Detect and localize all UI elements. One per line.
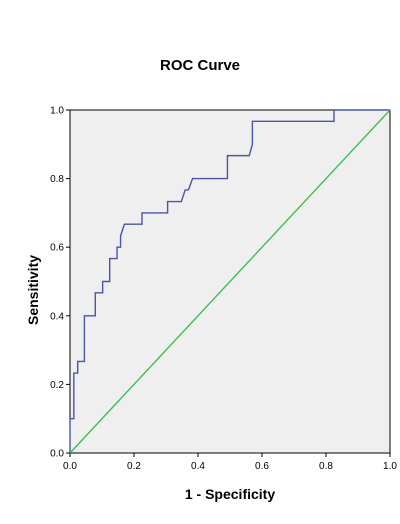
x-tick-label: 0.2 bbox=[127, 461, 141, 472]
x-tick-label: 0.0 bbox=[63, 461, 77, 472]
y-axis-label: Sensitivity bbox=[25, 255, 41, 325]
y-tick-label: 0.0 bbox=[50, 449, 64, 460]
y-tick-label: 0.2 bbox=[50, 380, 64, 391]
axis-ticks: 0.0 0.2 0.4 0.6 0.8 1.0 0.0 0.2 0.4 0.6 0.8 1.0 bbox=[50, 106, 397, 473]
x-tick-label: 0.6 bbox=[255, 461, 269, 472]
y-tick-label: 0.6 bbox=[50, 243, 64, 254]
y-tick-label: 0.8 bbox=[50, 174, 64, 185]
x-tick-label: 0.8 bbox=[319, 461, 333, 472]
reference-diagonal-line bbox=[69, 109, 391, 454]
y-tick-label: 1.0 bbox=[50, 106, 64, 117]
x-tick-label: 1.0 bbox=[383, 461, 397, 472]
x-tick-label: 0.4 bbox=[191, 461, 205, 472]
roc-curve-line bbox=[69, 109, 390, 453]
y-tick-label: 0.4 bbox=[50, 311, 64, 322]
chart-title: ROC Curve bbox=[160, 57, 240, 74]
x-axis-label: 1 - Specificity bbox=[185, 486, 275, 502]
chart-marks bbox=[69, 109, 391, 454]
